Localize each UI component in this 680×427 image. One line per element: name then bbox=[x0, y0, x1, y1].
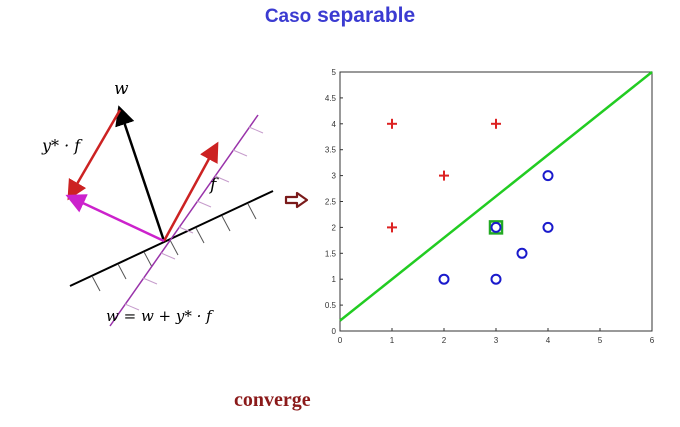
title-word-separable: separable bbox=[317, 4, 416, 27]
y-tick-label: 3.5 bbox=[325, 146, 337, 155]
conclusion-text: converge bbox=[234, 389, 311, 411]
y-tick-label: 5 bbox=[332, 68, 337, 77]
decision-line bbox=[339, 71, 653, 322]
ystar-f-vector bbox=[67, 109, 122, 201]
f-vector bbox=[162, 141, 219, 242]
x-tick-label: 0 bbox=[338, 336, 343, 345]
y-tick-label: 2.5 bbox=[325, 198, 337, 207]
label-ystar-f: y* · f bbox=[41, 136, 83, 155]
x-tick-label: 3 bbox=[494, 336, 499, 345]
x-tick-label: 4 bbox=[546, 336, 551, 345]
circle-point bbox=[490, 221, 502, 233]
scatter-chart: 0 1 2 3 4 5 6 0 0.5 1 1.5 2 2.5 3 3.5 4 4.5 5 bbox=[325, 68, 655, 345]
y-tick-label: 3 bbox=[332, 172, 337, 181]
plus-point bbox=[491, 118, 501, 129]
circle-point bbox=[438, 273, 450, 285]
y-tick-label: 2 bbox=[332, 223, 337, 232]
label-f: f bbox=[208, 175, 219, 195]
y-tick-label: 4 bbox=[332, 120, 337, 129]
circle-point bbox=[542, 221, 554, 233]
circle-point bbox=[542, 170, 554, 182]
y-tick-label: 0 bbox=[332, 327, 337, 336]
y-tick-label: 4.5 bbox=[325, 94, 337, 103]
title-word-caso: Caso bbox=[264, 6, 312, 27]
new-w-vector bbox=[65, 194, 165, 243]
circle-point bbox=[490, 273, 502, 285]
plus-point bbox=[387, 222, 397, 233]
w-vector bbox=[115, 105, 166, 242]
circle-point bbox=[516, 247, 528, 259]
perceptron-update-diagram: w y* · f f w = w + y* · f bbox=[41, 79, 274, 327]
y-tick-label: 1.5 bbox=[325, 249, 337, 258]
page-title: Caso separable bbox=[0, 4, 680, 28]
y-tick-label: 0.5 bbox=[325, 301, 337, 310]
new-boundary bbox=[109, 114, 264, 327]
plus-point bbox=[439, 170, 449, 181]
y-tick-label: 1 bbox=[332, 275, 337, 284]
update-rule: w = w + y* · f bbox=[106, 307, 214, 325]
transition-arrow-icon bbox=[284, 191, 309, 209]
old-boundary bbox=[69, 190, 274, 292]
x-tick-label: 1 bbox=[390, 336, 395, 345]
x-tick-label: 6 bbox=[650, 336, 655, 345]
x-tick-label: 5 bbox=[598, 336, 603, 345]
x-tick-label: 2 bbox=[442, 336, 447, 345]
label-w: w bbox=[114, 79, 129, 99]
highlight-square bbox=[488, 220, 504, 235]
plus-point bbox=[387, 118, 397, 129]
